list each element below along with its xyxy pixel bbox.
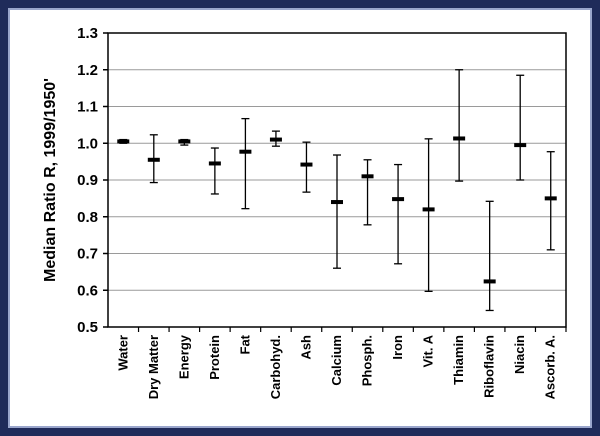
median-marker [269,137,282,142]
median-marker [361,174,374,179]
x-category-label: Dry Matter [146,335,161,399]
x-category-label: Water [115,335,130,371]
median-marker [422,207,435,212]
error-bars [117,69,557,312]
median-marker [392,197,405,202]
x-category-label: Calcium [329,335,344,386]
x-category-label: Protein [207,335,222,380]
y-tick-label: 1.0 [77,135,98,152]
median-marker [239,149,252,154]
x-category-label: Thiamin [451,335,466,385]
chart-frame: 0.5 0.6 0.7 0.8 0.9 1.0 1.1 1.2 1.3 Water Dry Mat… [8,8,592,428]
x-axis-category-labels: Water Dry Matter Energy Protein Fat Carbohyd.… [115,327,567,400]
median-marker [147,157,160,162]
median-marker [453,136,466,141]
x-category-label: Fat [237,334,252,354]
error-bar-chart: 0.5 0.6 0.7 0.8 0.9 1.0 1.1 1.2 1.3 Water Dry Mat… [42,25,567,400]
median-marker [331,200,343,205]
median-marker [208,161,221,166]
x-category-label: Carbohyd. [268,335,283,399]
x-category-label: Phosph. [360,335,375,386]
x-category-label: Ash [298,335,313,360]
median-marker [300,162,313,167]
x-category-label: Vit. A [421,334,436,367]
y-tick-label: 1.2 [77,62,98,79]
y-axis-label: Median Ratio R, 1999/1950' [42,78,59,282]
x-category-label: Iron [390,335,405,360]
y-tick-label: 1.1 [77,99,98,116]
y-axis-ticks: 0.5 0.6 0.7 0.8 0.9 1.0 1.1 1.2 1.3 [77,25,108,336]
median-marker [544,196,557,201]
y-tick-label: 1.3 [77,25,98,42]
y-tick-label: 0.7 [77,246,98,263]
x-category-label: Riboflavin [482,335,497,398]
x-category-label: Energy [176,334,191,379]
x-category-label: Ascorb. A. [543,335,558,400]
y-tick-label: 0.6 [77,282,98,299]
median-marker [483,279,496,284]
median-marker [117,139,130,144]
median-marker [514,143,527,148]
x-category-label: Niacin [512,335,527,374]
y-tick-label: 0.5 [77,319,98,336]
y-tick-label: 0.8 [77,209,98,226]
y-tick-label: 0.9 [77,172,98,189]
median-marker [178,139,191,144]
